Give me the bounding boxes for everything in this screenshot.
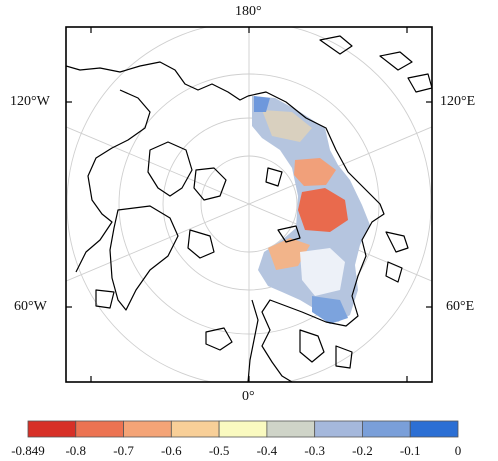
coastlines xyxy=(66,35,432,382)
frame-ticks xyxy=(66,27,432,382)
colorbar-tick-label: 0 xyxy=(454,443,462,458)
high-decline-patch xyxy=(298,188,348,232)
colorbar-tick-label: -0.6 xyxy=(161,443,182,458)
colorbar-swatch xyxy=(75,420,124,438)
colorbar-swatch xyxy=(314,420,363,438)
colorbar-tick-label: -0.2 xyxy=(352,443,373,458)
colorbar-tick-label: -0.5 xyxy=(208,443,230,458)
label-180: 180° xyxy=(235,4,262,19)
colorbar-tick-label: -0.8 xyxy=(65,443,87,458)
label-120e: 120°E xyxy=(440,94,476,109)
colorbar-swatch xyxy=(218,420,268,438)
colorbar-tick-label: -0.1 xyxy=(399,443,421,458)
data-region xyxy=(252,96,370,324)
label-60w: 60°W xyxy=(14,299,47,314)
label-120w: 120°W xyxy=(10,94,50,109)
colorbar-swatch xyxy=(409,420,459,438)
colorbar-tick-label: -0.4 xyxy=(256,443,278,458)
colorbar-tick-label: -0.7 xyxy=(113,443,134,458)
colorbar-tick-label: -0.3 xyxy=(304,443,325,458)
colorbar-swatch xyxy=(27,420,77,438)
colorbar xyxy=(27,420,459,438)
label-60e: 60°E xyxy=(446,299,475,314)
colorbar-swatch xyxy=(123,420,172,438)
colorbar-swatch xyxy=(362,420,411,438)
colorbar-tick-label: -0.849 xyxy=(11,443,45,458)
colorbar-swatch xyxy=(266,420,316,438)
colorbar-swatch xyxy=(170,420,220,438)
label-0: 0° xyxy=(242,389,255,404)
